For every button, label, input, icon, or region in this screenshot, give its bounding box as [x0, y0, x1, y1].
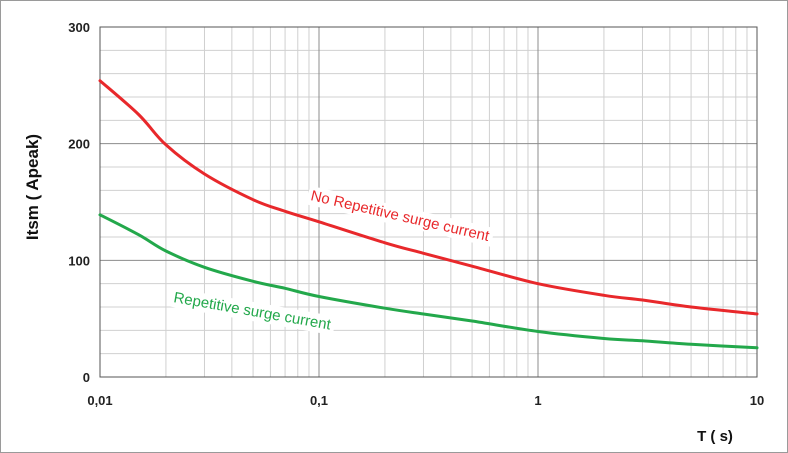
y-tick-label: 200: [68, 137, 90, 152]
y-tick-label: 300: [68, 20, 90, 35]
series-label-background: [169, 287, 337, 336]
y-tick-label: 0: [83, 370, 90, 385]
y-axis-title: Itsm ( Apeak): [23, 134, 42, 240]
y-tick-label: 100: [68, 253, 90, 268]
series-layer: [98, 79, 759, 350]
tick-labels: 0 100 200 300 0,01 0,1 1 10: [68, 20, 764, 408]
x-axis-title: T ( s): [697, 428, 733, 445]
x-tick-label: 0,1: [310, 393, 328, 408]
x-tick-label: 0,01: [87, 393, 112, 408]
plot-area-border: [99, 26, 758, 378]
x-tick-label: 10: [750, 393, 764, 408]
series-line-1: [98, 79, 759, 316]
x-tick-label: 1: [534, 393, 541, 408]
series-label-background: [305, 185, 495, 247]
series-line-2: [98, 213, 759, 350]
